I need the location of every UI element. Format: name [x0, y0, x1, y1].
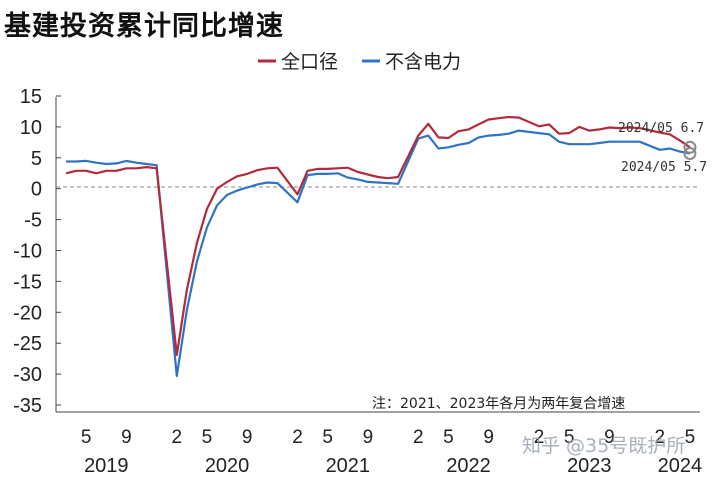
legend: 全口径 不含电力: [258, 51, 461, 73]
series-lines: [65, 115, 691, 378]
y-tick-label: -5: [24, 210, 42, 232]
year-label: 2023: [567, 455, 612, 477]
x-tick-label: 5: [564, 427, 575, 448]
x-tick-label: 5: [443, 427, 454, 448]
x-tick-label: 2: [534, 427, 545, 448]
x-tick-label: 9: [121, 427, 132, 448]
year-label: 2021: [326, 455, 371, 477]
year-labels: 2019 2020 2021 2022 2023 2024: [84, 455, 702, 477]
year-label: 2024: [658, 455, 703, 477]
y-tick-label: 0: [31, 179, 42, 201]
legend-label-ex-power: 不含电力: [385, 51, 461, 73]
x-tick-label: 9: [363, 427, 374, 448]
y-tick-label: -15: [13, 271, 42, 293]
year-label: 2022: [446, 455, 491, 477]
x-tick-label: 5: [202, 427, 213, 448]
x-tick-label: 2: [292, 427, 303, 448]
y-tick-label: -10: [13, 241, 42, 263]
annotation-total: 2024/05 6.7: [618, 121, 704, 136]
y-tick-labels: 15 10 5 0 -5 -10 -15 -20 -25 -30 -35: [13, 86, 61, 417]
x-tick-label: 9: [483, 427, 494, 448]
y-tick-label: -30: [13, 364, 42, 386]
x-tick-label: 5: [685, 427, 696, 448]
y-tick-label: -25: [13, 333, 42, 355]
legend-label-total: 全口径: [281, 51, 338, 73]
y-tick-label: -35: [13, 395, 42, 417]
series-line-total: [65, 115, 691, 356]
chart-title: 基建投资累计同比增速: [4, 11, 284, 42]
year-label: 2020: [205, 455, 250, 477]
x-tick-label: 2: [413, 427, 424, 448]
chart-note: 注：2021、2023年各月为两年复合增速: [372, 395, 625, 412]
x-tick-label: 2: [171, 427, 182, 448]
end-marker-ex-power: [683, 146, 697, 160]
x-tick-label: 5: [322, 427, 333, 448]
annotation-ex-power: 2024/05 5.7: [621, 160, 707, 175]
x-tick-label: 9: [604, 427, 615, 448]
series-line-ex-power: [66, 129, 691, 378]
y-tick-label: 10: [20, 117, 42, 139]
y-tick-label: -20: [13, 302, 42, 324]
x-tick-label: 2: [654, 427, 665, 448]
y-tick-label: 5: [31, 148, 42, 170]
y-tick-label: 15: [20, 86, 42, 108]
watermark: 知乎 @35号既护所: [522, 435, 685, 457]
x-tick-label: 9: [242, 427, 253, 448]
end-marker-total: [683, 140, 697, 154]
x-tick-label: 5: [81, 427, 92, 448]
year-label: 2019: [84, 455, 129, 477]
